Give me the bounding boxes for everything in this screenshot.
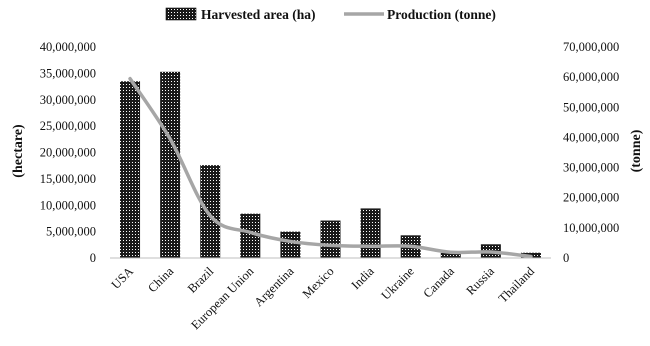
y2-tick-label: 70,000,000 <box>563 40 619 54</box>
bar <box>360 208 381 258</box>
bar <box>160 71 181 258</box>
y-tick-label: 25,000,000 <box>40 119 96 133</box>
bar <box>280 231 301 258</box>
y-axis-ticks: 0 5,000,000 10,000,000 15,000,000 20,000,000… <box>40 40 96 265</box>
x-tick-label: Ukraine <box>378 264 417 303</box>
legend-label-harvested-area: Harvested area (ha) <box>201 7 315 22</box>
bar <box>200 165 221 258</box>
y2-tick-label: 10,000,000 <box>563 221 619 235</box>
x-tick-label: Canada <box>420 264 457 301</box>
y2-tick-label: 20,000,000 <box>563 191 619 205</box>
y-tick-label: 0 <box>90 251 96 265</box>
y-axis-title: (hectare) <box>11 124 26 178</box>
x-tick-label: India <box>349 264 377 292</box>
y-tick-label: 30,000,000 <box>40 93 96 107</box>
legend-swatch-harvested-area <box>165 7 197 21</box>
bar <box>240 213 261 258</box>
x-tick-label: China <box>145 264 176 295</box>
y-tick-label: 20,000,000 <box>40 146 96 160</box>
x-tick-label: Thailand <box>496 264 538 306</box>
y2-tick-label: 0 <box>563 251 569 265</box>
bar <box>320 220 341 258</box>
legend-label-production: Production (tonne) <box>387 7 496 22</box>
y-tick-label: 5,000,000 <box>46 225 96 239</box>
bar <box>440 252 461 258</box>
y2-tick-label: 50,000,000 <box>563 100 619 114</box>
line-series <box>128 76 533 259</box>
x-tick-label: Mexico <box>300 264 337 301</box>
y2-tick-label: 30,000,000 <box>563 161 619 175</box>
y2-axis-ticks: 0 10,000,000 20,000,000 30,000,000 40,000,00… <box>563 40 619 265</box>
x-tick-label: Russia <box>464 264 498 298</box>
y-tick-label: 10,000,000 <box>40 198 96 212</box>
legend: Harvested area (ha) Production (tonne) <box>165 7 496 22</box>
y2-axis-title: (tonne) <box>629 129 644 172</box>
bar <box>120 81 141 258</box>
x-tick-label: Brazil <box>185 264 217 296</box>
y-tick-label: 35,000,000 <box>40 66 96 80</box>
y2-tick-label: 60,000,000 <box>563 70 619 84</box>
y-tick-label: 15,000,000 <box>40 172 96 186</box>
production-line <box>128 76 533 259</box>
x-tick-label: USA <box>109 264 137 292</box>
x-tick-label: Argentina <box>251 264 296 309</box>
y-tick-label: 40,000,000 <box>40 40 96 54</box>
y2-tick-label: 40,000,000 <box>563 130 619 144</box>
